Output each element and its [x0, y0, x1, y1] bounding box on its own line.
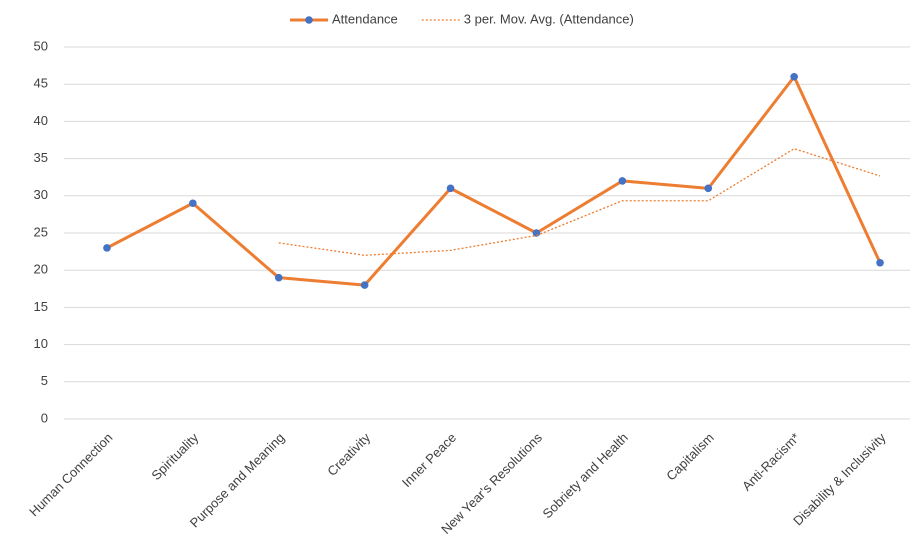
point	[360, 281, 369, 289]
x-tick-label: Inner Peace	[399, 430, 459, 490]
y-tick-label: 30	[34, 187, 48, 202]
legend-label: 3 per. Mov. Avg. (Attendance)	[464, 11, 634, 26]
x-tick-label: Capitalism	[663, 430, 717, 484]
point	[189, 199, 197, 208]
y-tick-label: 0	[41, 410, 48, 425]
point	[274, 273, 283, 282]
series-line	[106, 75, 882, 287]
x-tick-label: Purpose and Meaning	[187, 430, 288, 531]
y-tick-label: 10	[34, 336, 48, 351]
y-tick-label: 25	[34, 224, 48, 239]
series-line	[278, 148, 881, 256]
y-tick-label: 45	[34, 76, 48, 91]
x-tick-label: Creativity	[324, 430, 373, 479]
y-tick-label: 35	[34, 150, 48, 165]
y-tick-label: 50	[34, 38, 48, 53]
x-tick-label: Spirituality	[148, 430, 201, 483]
y-tick-label: 15	[34, 299, 48, 314]
point	[790, 72, 798, 81]
point	[704, 184, 713, 193]
legend-marker	[305, 16, 313, 24]
x-tick-label: New Year's Resolutions	[438, 430, 545, 537]
point	[103, 244, 111, 252]
x-tick-label: Disability & Inclusivity	[790, 430, 889, 529]
y-tick-label: 5	[41, 373, 48, 388]
x-tick-label: Anti-Racism*	[739, 430, 803, 494]
y-tick-label: 40	[34, 113, 48, 128]
point	[446, 184, 455, 193]
point	[618, 177, 627, 185]
y-tick-label: 20	[34, 262, 48, 277]
x-tick-label: Sobriety and Health	[540, 430, 631, 521]
point	[876, 258, 884, 267]
x-tick-label: Human Connection	[26, 430, 115, 519]
legend-label: Attendance	[332, 11, 398, 26]
